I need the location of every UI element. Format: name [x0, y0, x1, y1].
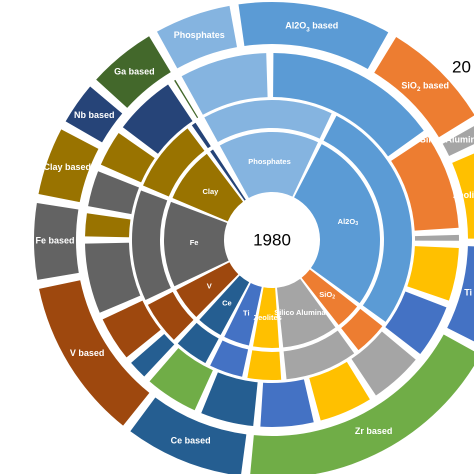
- outer-ring-segment-clay-based: [38, 129, 99, 203]
- inner-ring-segment-clay: [172, 153, 244, 222]
- middle-ring-segment-unlabeled-10: [191, 122, 211, 149]
- inner-ring-label-al2o3: Al2O3: [338, 217, 359, 228]
- outer-ring-segment-sio2-based: [374, 36, 474, 138]
- third-ring-segment-unlabeled-6: [351, 331, 416, 396]
- inner-ring-segment-sio2: [301, 269, 358, 325]
- third-ring-segment-unlabeled-4: [407, 246, 459, 301]
- third-ring-segment-unlabeled-13: [85, 242, 141, 313]
- outer-ring-label-fe-based: Fe based: [35, 236, 74, 246]
- third-ring-segment-unlabeled-1: [273, 53, 424, 157]
- outer-ring-segment-fe-based: [33, 202, 79, 280]
- inner-ring-label-v: V: [207, 281, 212, 290]
- center-hole: [226, 194, 318, 286]
- outer-ring-label-phosphates: Phosphates: [174, 30, 225, 40]
- middle-ring-segment-unlabeled-9: [143, 128, 205, 197]
- outer-ring-segment-al2o3-based: [238, 2, 389, 69]
- outer-ring-label-ce-based: Ce based: [171, 436, 211, 446]
- middle-ring-segment-unlabeled-2: [341, 308, 383, 351]
- third-ring-segment-unlabeled-14: [85, 213, 131, 238]
- inner-ring-label-ti: Ti: [243, 309, 250, 318]
- outer-ring-label-sio2-based: SiO2 based: [401, 81, 449, 93]
- inner-ring-segment-silico-alumina: [276, 278, 336, 348]
- outer-ring-segment-silica-alumina-based: [442, 126, 474, 156]
- partial-year-label: 20: [452, 57, 471, 76]
- middle-ring-segment-unlabeled-0: [204, 99, 332, 142]
- inner-ring-segment-ti: [224, 283, 262, 346]
- outer-ring-segment-ti-based: [447, 246, 474, 342]
- inner-ring-segment-al2o3: [294, 144, 380, 304]
- inner-ring-label-clay: Clay: [202, 187, 219, 196]
- inner-ring-segment-phosphates: [219, 132, 319, 198]
- third-ring-segment-unlabeled-7: [309, 361, 370, 421]
- outer-ring-label-nb-based: Nb based: [74, 110, 115, 120]
- inner-ring-segment-ce: [199, 275, 250, 335]
- third-ring-segment-unlabeled-17: [122, 84, 193, 154]
- middle-ring-segment-unlabeled-5: [210, 340, 249, 377]
- outer-ring-segment-zeolites-based: [452, 153, 474, 239]
- third-ring-segment-unlabeled-15: [88, 171, 140, 215]
- outer-ring-segment-phosphates: [156, 5, 237, 69]
- third-ring-segment-unlabeled-2: [391, 136, 459, 231]
- third-ring-segment-unlabeled-10: [149, 348, 213, 411]
- outer-ring-label-zeolites-based: Zeolites based: [453, 190, 474, 200]
- inner-ring-segment-unlabeled-10: [210, 149, 246, 201]
- outer-ring-segment-v-based: [39, 280, 150, 426]
- outer-ring-label-ti-based: Ti based: [464, 288, 474, 298]
- third-ring-segment-unlabeled-0: [181, 53, 268, 115]
- middle-ring-segment-unlabeled-1: [323, 115, 413, 322]
- inner-ring-label-ce: Ce: [222, 299, 232, 308]
- inner-ring-label-zeolites: Zeolites: [254, 313, 282, 322]
- third-ring-segment-unlabeled-11: [131, 334, 175, 377]
- middle-ring-segment-unlabeled-8: [131, 190, 171, 301]
- outer-ring-label-clay-based: Clay based: [44, 162, 92, 172]
- third-ring-segment-unlabeled-16: [100, 133, 155, 183]
- outer-ring-label-ga-based: Ga based: [114, 67, 155, 77]
- outer-ring-label-silica-alumina-based: Silica Alumina based: [420, 134, 474, 144]
- third-ring-segment-unlabeled-9: [201, 372, 258, 427]
- inner-ring-label-fe: Fe: [190, 238, 199, 247]
- middle-ring-segment-unlabeled-6: [177, 322, 219, 364]
- inner-ring-segment-zeolites: [253, 287, 280, 349]
- outer-ring-label-zr-based: Zr based: [355, 426, 393, 436]
- outer-ring-segment-ga-based: [96, 36, 171, 108]
- third-ring-segment-unlabeled-12: [102, 300, 161, 358]
- outer-ring-label-v-based: V based: [70, 348, 105, 358]
- third-ring-segment-unlabeled-3: [414, 234, 460, 241]
- segments-layer: [33, 2, 474, 474]
- inner-ring-label-silico-alumina: Silico Alumina: [274, 308, 326, 317]
- center-year-label: 1980: [253, 230, 291, 249]
- third-ring-segment-unlabeled-8: [260, 379, 314, 428]
- outer-ring-segment-nb-based: [65, 86, 123, 143]
- middle-ring-segment-unlabeled-4: [247, 350, 282, 381]
- inner-ring-label-sio2: SiO2: [319, 290, 335, 301]
- middle-ring-segment-unlabeled-3: [283, 330, 355, 380]
- inner-ring-label-phosphates: Phosphates: [248, 157, 291, 166]
- third-ring-segment-unlabeled-5: [385, 291, 447, 355]
- inner-ring-segment-v: [176, 262, 239, 318]
- outer-ring-label-al2o3-based: Al2O3 based: [285, 21, 338, 33]
- outer-ring-segment-ce-based: [130, 397, 247, 474]
- third-ring-segment-unlabeled-18: [174, 79, 199, 119]
- inner-ring-segment-fe: [163, 201, 229, 287]
- middle-ring-segment-unlabeled-7: [147, 291, 194, 340]
- outer-ring-segment-zr-based: [250, 334, 474, 474]
